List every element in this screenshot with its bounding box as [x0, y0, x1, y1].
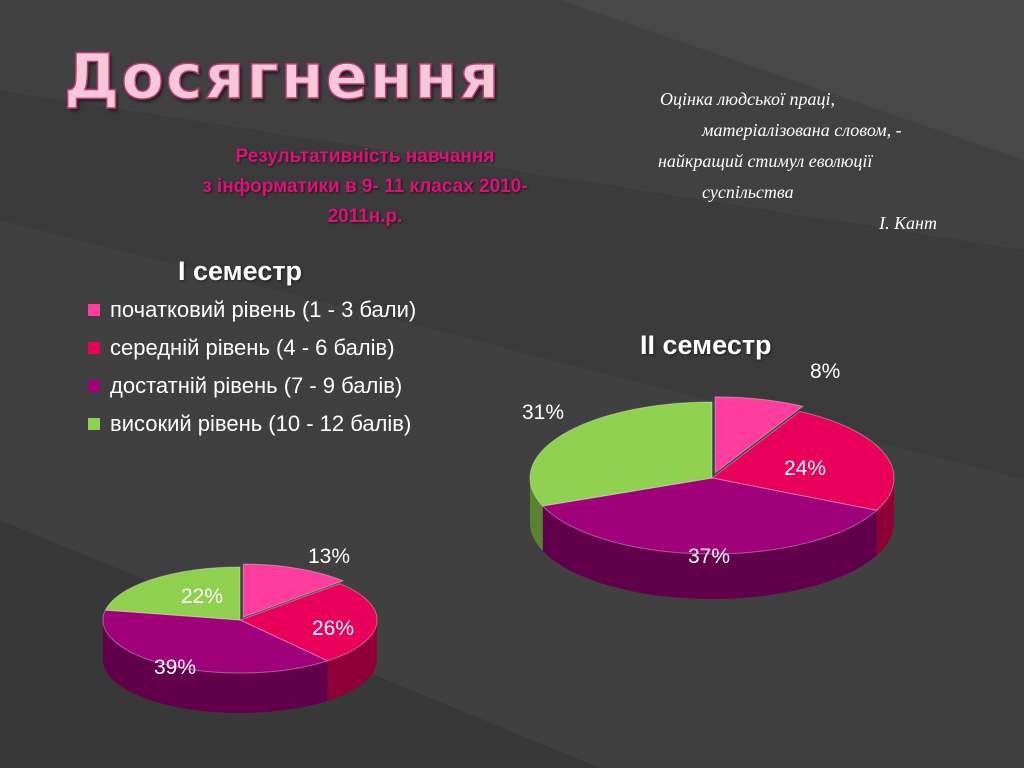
legend-item-middle: середній рівень (4 - 6 балів) [88, 332, 428, 363]
data-label-s1-middle: 26% [312, 617, 355, 640]
data-label-s2-high: 31% [522, 401, 565, 424]
legend-item-high: високий рівень (10 - 12 балів) [88, 408, 428, 439]
legend-label: високий рівень (10 - 12 балів) [110, 411, 412, 436]
quote-line: Оцінка людської праці, [660, 89, 835, 109]
quote-line: найкращий стимул еволюції [658, 151, 873, 171]
data-label-s1-sufficient: 39% [154, 656, 197, 679]
pie2-side-high [530, 478, 543, 551]
legend-label: достатній рівень (7 - 9 балів) [110, 373, 403, 398]
chart-legend: початковий рівень (1 - 3 бали) середній … [88, 294, 428, 446]
pie2-side-sufficient [542, 505, 877, 599]
legend-label: середній рівень (4 - 6 балів) [110, 335, 395, 360]
pie1-slice-high [104, 566, 241, 621]
subtitle-line: Результативність навчання [235, 146, 495, 167]
kant-quote: Оцінка людської праці, матеріалізована с… [655, 84, 995, 239]
quote-line: суспільства [702, 182, 794, 202]
legend-label: початковий рівень (1 - 3 бали) [110, 297, 417, 322]
pie1-slice-initial [242, 563, 345, 618]
quote-line: матеріалізована словом, - [702, 120, 902, 140]
pie2-slice-high [529, 401, 713, 507]
quote-author: І. Кант [879, 213, 937, 233]
legend-swatch-middle [88, 342, 100, 354]
data-label-s2-middle: 24% [784, 457, 827, 480]
legend-swatch-sufficient [88, 380, 100, 392]
pie1-side-sufficient [103, 620, 328, 714]
chart-title-semester-2: ІІ семестр [640, 330, 772, 360]
pie2-side-middle [876, 478, 894, 556]
pie1-side-middle [327, 620, 377, 701]
pie1-slice-middle [238, 583, 378, 662]
pie2-slice-middle [710, 410, 895, 511]
data-label-s2-sufficient: 37% [688, 545, 731, 568]
legend-item-initial: початковий рівень (1 - 3 бали) [88, 294, 428, 325]
data-label-s2-initial: 8% [810, 360, 841, 383]
pie2-slice-initial [714, 396, 805, 474]
data-label-s1-high: 22% [181, 585, 224, 608]
chart-title-semester-1: І семестр [178, 256, 303, 286]
data-label-s1-initial: 13% [308, 545, 351, 568]
pie1-slice-sufficient [102, 609, 329, 674]
legend-swatch-initial [88, 304, 100, 316]
legend-swatch-high [88, 418, 100, 430]
pie2-slice-sufficient [541, 477, 878, 555]
subtitle-line: 2011н.р. [327, 206, 403, 227]
slide-title: Досягнення [63, 39, 502, 114]
subtitle-line: з інформатики в 9- 11 класах 2010- [202, 176, 528, 197]
slide-subtitle: Результативність навчання з інформатики … [140, 142, 590, 232]
legend-item-sufficient: достатній рівень (7 - 9 балів) [88, 370, 428, 401]
